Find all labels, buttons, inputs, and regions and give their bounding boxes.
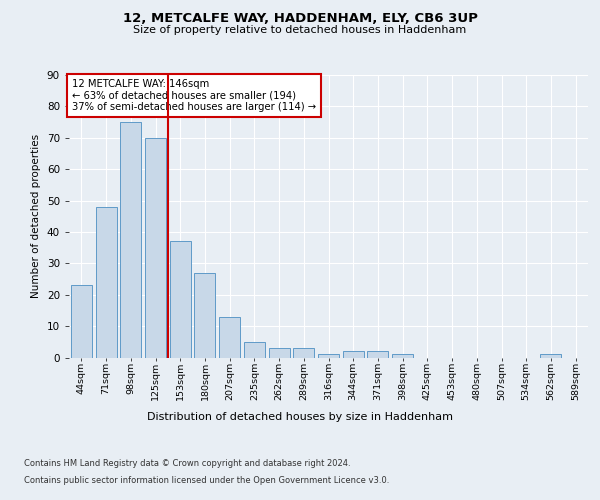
Bar [95, 207, 116, 358]
Bar [293, 348, 314, 358]
Bar [343, 351, 364, 358]
Bar [318, 354, 339, 358]
Text: Contains HM Land Registry data © Crown copyright and database right 2024.: Contains HM Land Registry data © Crown c… [24, 458, 350, 468]
Text: Distribution of detached houses by size in Haddenham: Distribution of detached houses by size … [147, 412, 453, 422]
Bar [392, 354, 413, 358]
Text: 12, METCALFE WAY, HADDENHAM, ELY, CB6 3UP: 12, METCALFE WAY, HADDENHAM, ELY, CB6 3U… [122, 12, 478, 26]
Text: 12 METCALFE WAY: 146sqm
← 63% of detached houses are smaller (194)
37% of semi-d: 12 METCALFE WAY: 146sqm ← 63% of detache… [71, 79, 316, 112]
Bar [194, 273, 215, 357]
Text: Contains public sector information licensed under the Open Government Licence v3: Contains public sector information licen… [24, 476, 389, 485]
Bar [244, 342, 265, 357]
Bar [170, 242, 191, 358]
Bar [269, 348, 290, 358]
Bar [145, 138, 166, 358]
Bar [120, 122, 141, 358]
Text: Size of property relative to detached houses in Haddenham: Size of property relative to detached ho… [133, 25, 467, 35]
Bar [367, 351, 388, 358]
Bar [541, 354, 562, 358]
Y-axis label: Number of detached properties: Number of detached properties [31, 134, 41, 298]
Bar [71, 286, 92, 358]
Bar [219, 316, 240, 358]
